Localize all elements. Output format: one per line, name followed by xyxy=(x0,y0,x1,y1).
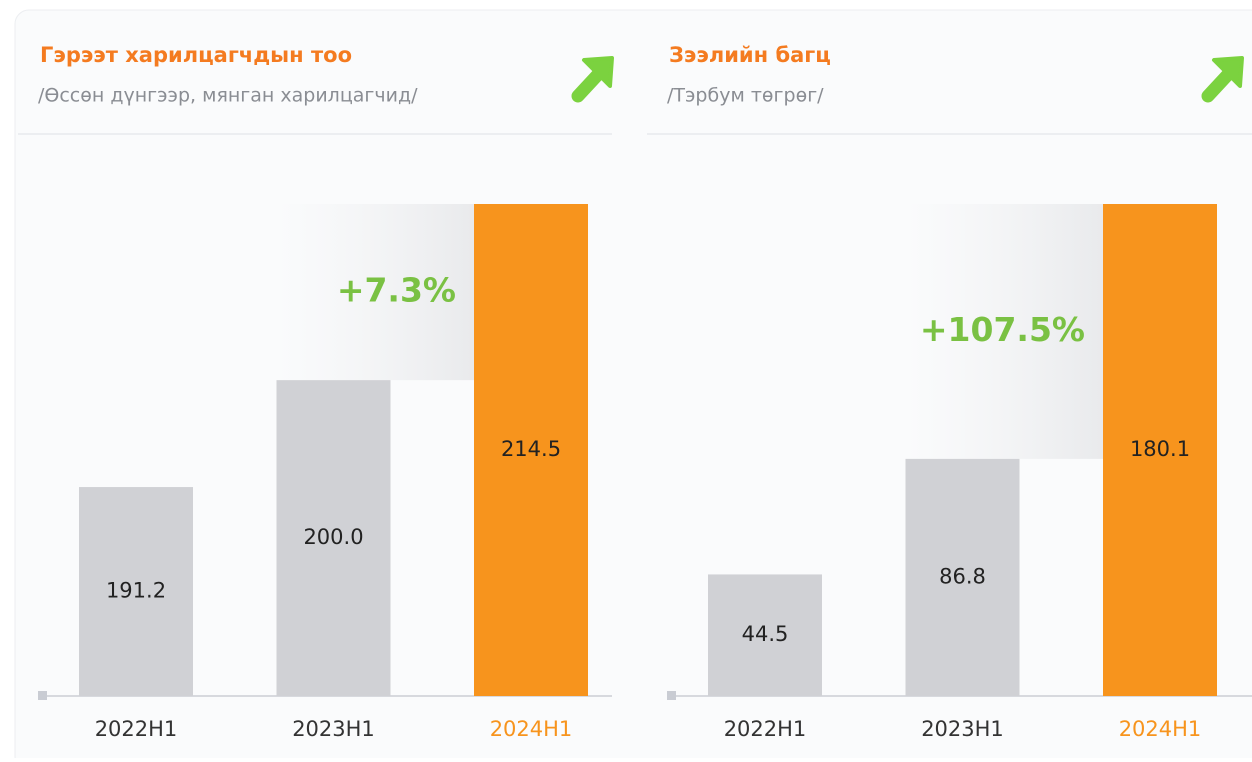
x-tick-label: 2023H1 xyxy=(921,717,1004,741)
bar xyxy=(708,574,822,696)
axis-origin xyxy=(667,691,676,700)
chart-title: Зээлийн багц xyxy=(669,43,831,67)
x-tick-label: 2022H1 xyxy=(724,717,807,741)
bar xyxy=(1103,204,1217,696)
value-label: 44.5 xyxy=(742,622,789,646)
x-tick-label: 2024H1 xyxy=(1119,717,1202,741)
chart-title: Гэрээт харилцагчдын тоо xyxy=(40,43,352,67)
change-band xyxy=(905,204,1103,459)
change-band xyxy=(276,204,474,381)
chart-subtitle: /Өссөн дүнгээр, мянган харилцагчид/ xyxy=(38,85,418,107)
x-tick-label: 2022H1 xyxy=(95,717,178,741)
change-annotation: +7.3% xyxy=(337,271,456,310)
value-label: 191.2 xyxy=(106,579,166,603)
axis-origin xyxy=(38,691,47,700)
bar xyxy=(276,380,391,696)
trend-arrowhead xyxy=(582,56,614,88)
bar xyxy=(905,458,1020,696)
change-annotation: +107.5% xyxy=(920,310,1085,349)
value-label: 214.5 xyxy=(501,437,561,461)
value-label: 200.0 xyxy=(303,525,363,549)
value-label: 86.8 xyxy=(939,564,986,588)
trend-arrowhead xyxy=(1212,56,1244,88)
bar xyxy=(474,204,588,696)
x-tick-label: 2024H1 xyxy=(490,717,573,741)
bar xyxy=(79,487,193,696)
chart-subtitle: /Тэрбум төгрөг/ xyxy=(667,85,824,107)
x-tick-label: 2023H1 xyxy=(292,717,375,741)
value-label: 180.1 xyxy=(1130,437,1190,461)
